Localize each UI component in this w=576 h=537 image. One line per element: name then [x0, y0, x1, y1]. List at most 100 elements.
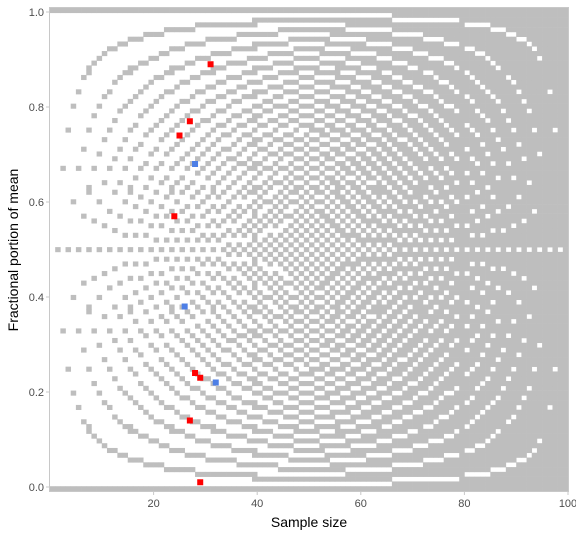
heat-tile: [448, 199, 455, 205]
heat-tile: [365, 361, 372, 367]
heat-tile: [215, 94, 222, 100]
heat-tile: [479, 27, 486, 33]
heat-tile: [241, 170, 248, 176]
heat-tile: [459, 314, 465, 320]
heat-tile: [536, 175, 543, 181]
heat-tile: [226, 103, 232, 109]
heat-tile: [490, 290, 496, 296]
heat-tile: [283, 486, 289, 492]
heat-tile: [428, 41, 434, 47]
heat-tile: [381, 366, 387, 372]
heat-tile: [516, 151, 522, 157]
heat-tile: [531, 414, 538, 420]
heat-tile: [464, 184, 470, 191]
heat-tile: [220, 333, 227, 339]
heat-tile: [381, 161, 387, 167]
heat-tile: [511, 242, 517, 248]
heat-tile: [417, 304, 424, 310]
heat-tile: [319, 323, 325, 329]
heat-tile: [412, 352, 419, 358]
heat-tile: [402, 98, 408, 104]
heat-tile: [531, 486, 538, 492]
heat-tile: [464, 381, 470, 387]
heat-tile: [505, 251, 512, 257]
heat-tile: [200, 280, 206, 286]
heat-tile: [552, 476, 558, 482]
heat-tile: [257, 41, 263, 47]
heat-tile: [298, 390, 305, 396]
heat-tile: [334, 266, 341, 272]
heat-tile: [329, 94, 336, 100]
heat-tile: [298, 457, 305, 463]
heat-tile: [526, 414, 533, 420]
heat-tile: [443, 347, 450, 353]
heat-tile: [376, 285, 382, 291]
heat-tile: [283, 141, 289, 147]
heat-tile: [262, 404, 268, 410]
heat-tile: [334, 180, 341, 186]
heat-tile: [521, 271, 527, 277]
heat-tile: [231, 180, 237, 186]
heat-tile: [283, 309, 289, 315]
heat-tile: [412, 74, 419, 81]
heat-tile: [210, 156, 217, 162]
heat-tile: [231, 46, 237, 52]
heat-tile: [438, 342, 444, 348]
heat-tile: [231, 113, 237, 119]
heat-tile: [252, 89, 258, 95]
heat-tile: [283, 51, 289, 57]
heat-tile: [355, 352, 362, 358]
heat-tile: [516, 433, 522, 439]
heat-tile: [376, 151, 382, 157]
heat-tile: [288, 223, 294, 229]
heat-tile: [329, 462, 336, 468]
heat-tile: [376, 22, 382, 28]
heat-tile: [153, 74, 160, 81]
heat-tile: [412, 366, 419, 372]
heat-tile: [350, 184, 356, 191]
heat-tile: [412, 141, 419, 147]
heat-tile: [542, 471, 548, 477]
heat-tile: [474, 342, 481, 348]
heat-tile: [422, 218, 429, 224]
heat-tile: [521, 31, 527, 37]
heat-tile: [428, 94, 434, 100]
heat-tile: [319, 352, 325, 358]
heat-tile: [505, 424, 512, 430]
heat-tile: [246, 227, 253, 234]
heat-tile: [226, 89, 232, 95]
heat-tile: [438, 371, 444, 377]
heat-tile: [334, 347, 341, 353]
heat-tile: [469, 376, 476, 382]
heat-tile: [303, 17, 310, 23]
heat-tile: [371, 342, 377, 348]
heat-tile: [283, 404, 289, 410]
heat-tile: [252, 404, 258, 410]
heat-tile: [334, 486, 341, 492]
heat-tile: [236, 409, 242, 415]
heat-tile: [459, 376, 465, 382]
heat-tile: [246, 438, 253, 444]
heat-tile: [552, 184, 558, 191]
heat-tile: [516, 357, 522, 363]
heat-tile: [246, 31, 253, 37]
heat-tile: [283, 247, 289, 253]
heat-tile: [257, 486, 263, 492]
heat-tile: [417, 146, 424, 152]
heat-tile: [433, 8, 439, 14]
heat-tile: [350, 218, 356, 224]
heat-tile: [252, 175, 258, 181]
heat-tile: [257, 89, 263, 95]
heat-tile: [272, 60, 279, 66]
heat-tile: [459, 8, 465, 14]
heat-tile: [454, 232, 460, 238]
heat-tile: [376, 46, 382, 52]
heat-tile: [536, 146, 543, 152]
heat-tile: [283, 60, 289, 66]
heat-tile: [438, 151, 444, 157]
heat-tile: [531, 481, 538, 487]
heat-tile: [521, 22, 527, 28]
heat-tile: [350, 366, 356, 372]
heat-tile: [433, 447, 439, 454]
heat-tile: [500, 17, 507, 23]
